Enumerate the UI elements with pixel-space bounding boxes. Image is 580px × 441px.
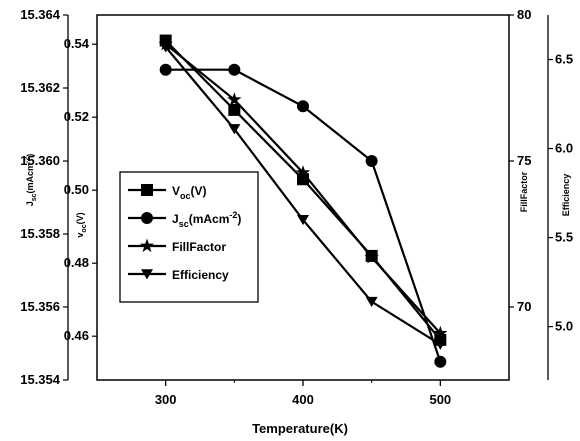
point-fillfactor bbox=[295, 165, 311, 179]
left-tick-label: 0.52 bbox=[64, 109, 89, 124]
far-left-axis-title: Jsc(mAcm-2) bbox=[24, 154, 38, 207]
point-efficiency bbox=[434, 339, 447, 350]
legend-marker bbox=[139, 238, 155, 253]
point-efficiency bbox=[365, 296, 378, 308]
legend-label: Efficiency bbox=[172, 268, 229, 282]
legend-label: Voc(V) bbox=[172, 184, 207, 201]
x-tick-label: 500 bbox=[429, 392, 451, 407]
right-tick-label: 80 bbox=[517, 7, 531, 22]
point-jsc-macm-2 bbox=[159, 63, 172, 76]
right-tick-label: 75 bbox=[517, 153, 531, 168]
left-tick-label: 0.46 bbox=[64, 328, 89, 343]
left-tick-label: 0.48 bbox=[64, 255, 89, 270]
point-efficiency bbox=[297, 214, 309, 226]
right-tick-label: 70 bbox=[517, 299, 531, 314]
far-left-tick-label: 15.362 bbox=[20, 80, 60, 95]
left-tick-label: 0.54 bbox=[64, 36, 90, 51]
far-left-tick-label: 15.356 bbox=[20, 299, 60, 314]
far-left-tick-label: 15.360 bbox=[20, 153, 60, 168]
x-axis-title: Temperature(K) bbox=[252, 421, 348, 436]
legend: Voc(V) Jsc(mAcm-2) FillFactor Efficiency bbox=[119, 171, 259, 303]
legend-marker bbox=[141, 184, 153, 196]
far-right-tick-label: 6.0 bbox=[555, 141, 573, 156]
point-fillfactor bbox=[364, 249, 379, 264]
right-axis-title: FillFactor bbox=[519, 171, 529, 212]
far-left-tick-label: 15.364 bbox=[20, 7, 61, 22]
far-right-tick-label: 5.5 bbox=[555, 230, 573, 245]
legend-marker bbox=[141, 212, 153, 224]
x-tick-label: 400 bbox=[292, 392, 314, 407]
point-jsc-macm-2 bbox=[228, 63, 241, 76]
point-efficiency bbox=[228, 124, 241, 135]
far-right-axis-title: Efficiency bbox=[561, 174, 571, 217]
left-axis-title: voc(V) bbox=[75, 212, 88, 237]
point-voc-v bbox=[228, 103, 241, 116]
point-jsc-macm-2 bbox=[434, 355, 447, 368]
point-jsc-macm-2 bbox=[297, 100, 309, 113]
point-fillfactor bbox=[433, 325, 448, 340]
point-fillfactor bbox=[227, 92, 242, 106]
far-right-tick-label: 5.0 bbox=[555, 319, 573, 334]
x-tick-label: 300 bbox=[155, 392, 177, 407]
far-left-tick-label: 15.354 bbox=[20, 372, 61, 387]
point-efficiency bbox=[159, 42, 172, 53]
legend-marker bbox=[141, 269, 153, 280]
legend-label: FillFactor bbox=[172, 240, 226, 254]
axes-layer: 300 400 500 15.354 15.356 15.358 15.360 15.362 1… bbox=[20, 7, 573, 407]
far-right-tick-label: 6.5 bbox=[555, 52, 573, 67]
left-tick-label: 0.50 bbox=[64, 182, 89, 197]
legend-label: Jsc(mAcm-2) bbox=[172, 210, 241, 229]
point-jsc-macm-2 bbox=[365, 155, 378, 167]
far-left-tick-label: 15.358 bbox=[20, 226, 60, 241]
series-layer bbox=[158, 34, 448, 368]
